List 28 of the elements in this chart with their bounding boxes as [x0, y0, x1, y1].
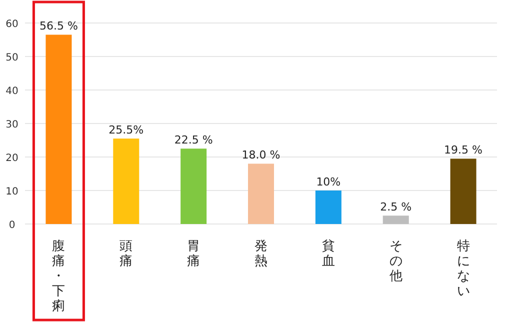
bar — [113, 138, 140, 224]
x-tick-label: 胃痛 — [187, 239, 200, 269]
y-tick-label: 10 — [6, 186, 18, 198]
y-tick-label: 30 — [6, 120, 18, 130]
data-label: 22.5 % — [174, 134, 213, 147]
x-tick-label: 腹痛・下痢 — [52, 239, 66, 314]
x-tick-label: 頭痛 — [120, 239, 133, 269]
data-label: 10% — [316, 176, 341, 188]
y-tick-label: 0 — [8, 220, 16, 231]
data-label: 19.5 % — [444, 144, 483, 157]
x-tick-label: 特にない — [456, 239, 470, 299]
y-tick-label: 50 — [6, 52, 18, 64]
x-tick-label: 貧血 — [322, 239, 335, 269]
data-label: 2.5 % — [380, 200, 412, 214]
bar — [248, 164, 274, 224]
x-tick-label: 発熱 — [254, 239, 268, 269]
data-label: 18.0 % — [242, 148, 280, 162]
bar — [180, 148, 207, 224]
y-tick-label: 60 — [6, 19, 18, 30]
y-tick-label: 40 — [6, 86, 18, 97]
y-tick-label: 20 — [6, 153, 18, 164]
bar — [46, 34, 72, 224]
bar — [450, 158, 476, 224]
data-label: 56.5 % — [39, 20, 78, 33]
data-label: 25.5% — [108, 124, 144, 137]
bar — [315, 190, 342, 224]
bar — [382, 216, 409, 224]
x-tick-label: その他 — [389, 239, 402, 284]
